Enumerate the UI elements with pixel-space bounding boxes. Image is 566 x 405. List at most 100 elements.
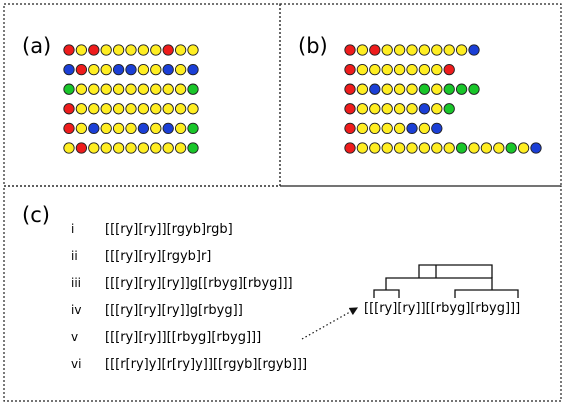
panel-b-bead-r5-c1 [344, 122, 356, 135]
panel-b-bead-r6-c16 [530, 142, 542, 154]
panel-b-bead-r1-c4 [381, 44, 393, 56]
dotted-arrow [301, 307, 359, 340]
panel-b-bead-r3-c3 [369, 83, 381, 95]
panel-c-frame [3, 185, 562, 402]
panel-b-bead-r5-c3 [369, 122, 381, 135]
panel-a-bead-r5-c4 [100, 122, 112, 135]
panel-b-bead-r4-c3 [369, 103, 381, 115]
panel-a-bead-r2-c9 [162, 63, 174, 76]
panel-a-bead-r6-c5 [112, 142, 125, 154]
panel-a-bead-r5-c3 [88, 122, 100, 135]
panel-b-bead-r3-c11 [468, 83, 480, 95]
panel-b-bead-r6-c12 [480, 142, 493, 154]
panel-a-bead-r6-c11 [187, 142, 199, 154]
numeral-iii: iii [71, 276, 81, 290]
numeral-vi: vi [71, 357, 81, 371]
panel-b-bead-r5-c5 [393, 122, 406, 135]
formula-vi: [[[r[ry]y][r[ry]y]][[rgyb][rgyb]]] [105, 357, 307, 372]
panel-a-bead-r1-c3 [88, 44, 100, 56]
panel-a-bead-r4-c3 [88, 103, 100, 115]
panel-b-bead-r6-c9 [443, 142, 455, 154]
panel-a-bead-r1-c10 [174, 44, 187, 56]
panel-a-bead-r4-c6 [125, 103, 137, 115]
panel-a-bead-r4-c2 [75, 103, 88, 115]
tree-formula: [[[ry][ry]][[rbyg][rbyg]]] [364, 301, 520, 316]
panel-a-bead-r4-c7 [137, 103, 150, 115]
panel-b-bead-r2-c1 [344, 63, 356, 76]
panel-b-bead-r6-c4 [381, 142, 393, 154]
panel-a-bead-r2-c7 [137, 63, 150, 76]
panel-b-bead-r5-c2 [356, 122, 369, 135]
panel-b-bead-r1-c3 [369, 44, 381, 56]
panel-b-bead-r1-c9 [443, 44, 455, 56]
panel-b-bead-r3-c6 [406, 83, 418, 95]
panel-a-bead-r6-c2 [75, 142, 88, 154]
panel-a-bead-r1-c5 [112, 44, 125, 56]
panel-b-bead-rows [344, 44, 542, 154]
panel-b-bead-r6-c10 [455, 142, 468, 154]
panel-a-bead-r2-c6 [125, 63, 137, 76]
formula-iii: [[[ry][ry][ry]]g[[rbyg][rbyg]]] [105, 276, 293, 291]
panel-a-bead-r4-c1 [63, 103, 75, 115]
panel-a-bead-r2-c8 [150, 63, 162, 76]
numeral-i: i [71, 222, 74, 236]
panel-b-bead-r3-c2 [356, 83, 369, 95]
panel-b-bead-r2-c6 [406, 63, 418, 76]
panel-b-bead-r2-c3 [369, 63, 381, 76]
formula-ii: [[[ry][ry][rgyb]r] [105, 249, 211, 264]
panel-a-bead-r3-c4 [100, 83, 112, 95]
panel-a-bead-r5-c2 [75, 122, 88, 135]
panel-b-bead-r4-c9 [443, 103, 455, 115]
panel-b-bead-r4-c7 [418, 103, 431, 115]
panel-b-bead-r3-c7 [418, 83, 431, 95]
panel-b-bead-r5-c7 [418, 122, 431, 135]
panel-a-bead-r1-c4 [100, 44, 112, 56]
panel-a-bead-r2-c5 [112, 63, 125, 76]
panel-b-bead-r3-c9 [443, 83, 455, 95]
panel-a-bead-r3-c5 [112, 83, 125, 95]
panel-b-bead-r6-c11 [468, 142, 480, 154]
panel-a-bead-r4-c5 [112, 103, 125, 115]
panel-a-bead-r6-c7 [137, 142, 150, 154]
panel-b-bead-r3-c4 [381, 83, 393, 95]
panel-b-bead-r6-c2 [356, 142, 369, 154]
panel-b-bead-r6-c3 [369, 142, 381, 154]
panel-a-bead-r1-c6 [125, 44, 137, 56]
dendrogram [373, 264, 519, 298]
panel-b-bead-r6-c14 [505, 142, 517, 154]
panel-a-bead-r2-c2 [75, 63, 88, 76]
panel-b-bead-r1-c11 [468, 44, 480, 56]
panel-a-bead-r5-c5 [112, 122, 125, 135]
panel-a-bead-r5-c11 [187, 122, 199, 135]
panel-a-bead-r5-c1 [63, 122, 75, 135]
panel-a-bead-r6-c4 [100, 142, 112, 154]
panel-a-bead-r5-c8 [150, 122, 162, 135]
panel-b-bead-r6-c1 [344, 142, 356, 154]
panel-b-bead-r2-c7 [418, 63, 431, 76]
panel-a-bead-r3-c8 [150, 83, 162, 95]
panel-b-bead-r6-c5 [393, 142, 406, 154]
panel-a-bead-r3-c2 [75, 83, 88, 95]
panel-a-bead-r3-c1 [63, 83, 75, 95]
panel-b-bead-r4-c6 [406, 103, 418, 115]
panel-a-bead-r2-c1 [63, 63, 75, 76]
panel-a-bead-r3-c3 [88, 83, 100, 95]
panel-b-bead-r4-c4 [381, 103, 393, 115]
panel-b-bead-r6-c6 [406, 142, 418, 154]
panel-b-bead-r1-c1 [344, 44, 356, 56]
panel-b-bead-r1-c2 [356, 44, 369, 56]
panel-b-bead-r2-c4 [381, 63, 393, 76]
panel-b-bead-r1-c8 [431, 44, 443, 56]
panel-a-bead-r1-c11 [187, 44, 199, 56]
panel-b-bead-r3-c10 [455, 83, 468, 95]
numeral-ii: ii [71, 249, 78, 263]
panel-b-bead-r4-c1 [344, 103, 356, 115]
panel-a-bead-rows [63, 44, 199, 154]
panel-a-bead-r3-c10 [174, 83, 187, 95]
panel-b-bead-r2-c5 [393, 63, 406, 76]
panel-a-frame [3, 3, 281, 187]
panel-b-bead-r4-c2 [356, 103, 369, 115]
formula-v: [[[ry][ry]][[rbyg][rbyg]]] [105, 330, 261, 345]
numeral-v: v [71, 330, 78, 344]
panel-b-bead-r1-c10 [455, 44, 468, 56]
